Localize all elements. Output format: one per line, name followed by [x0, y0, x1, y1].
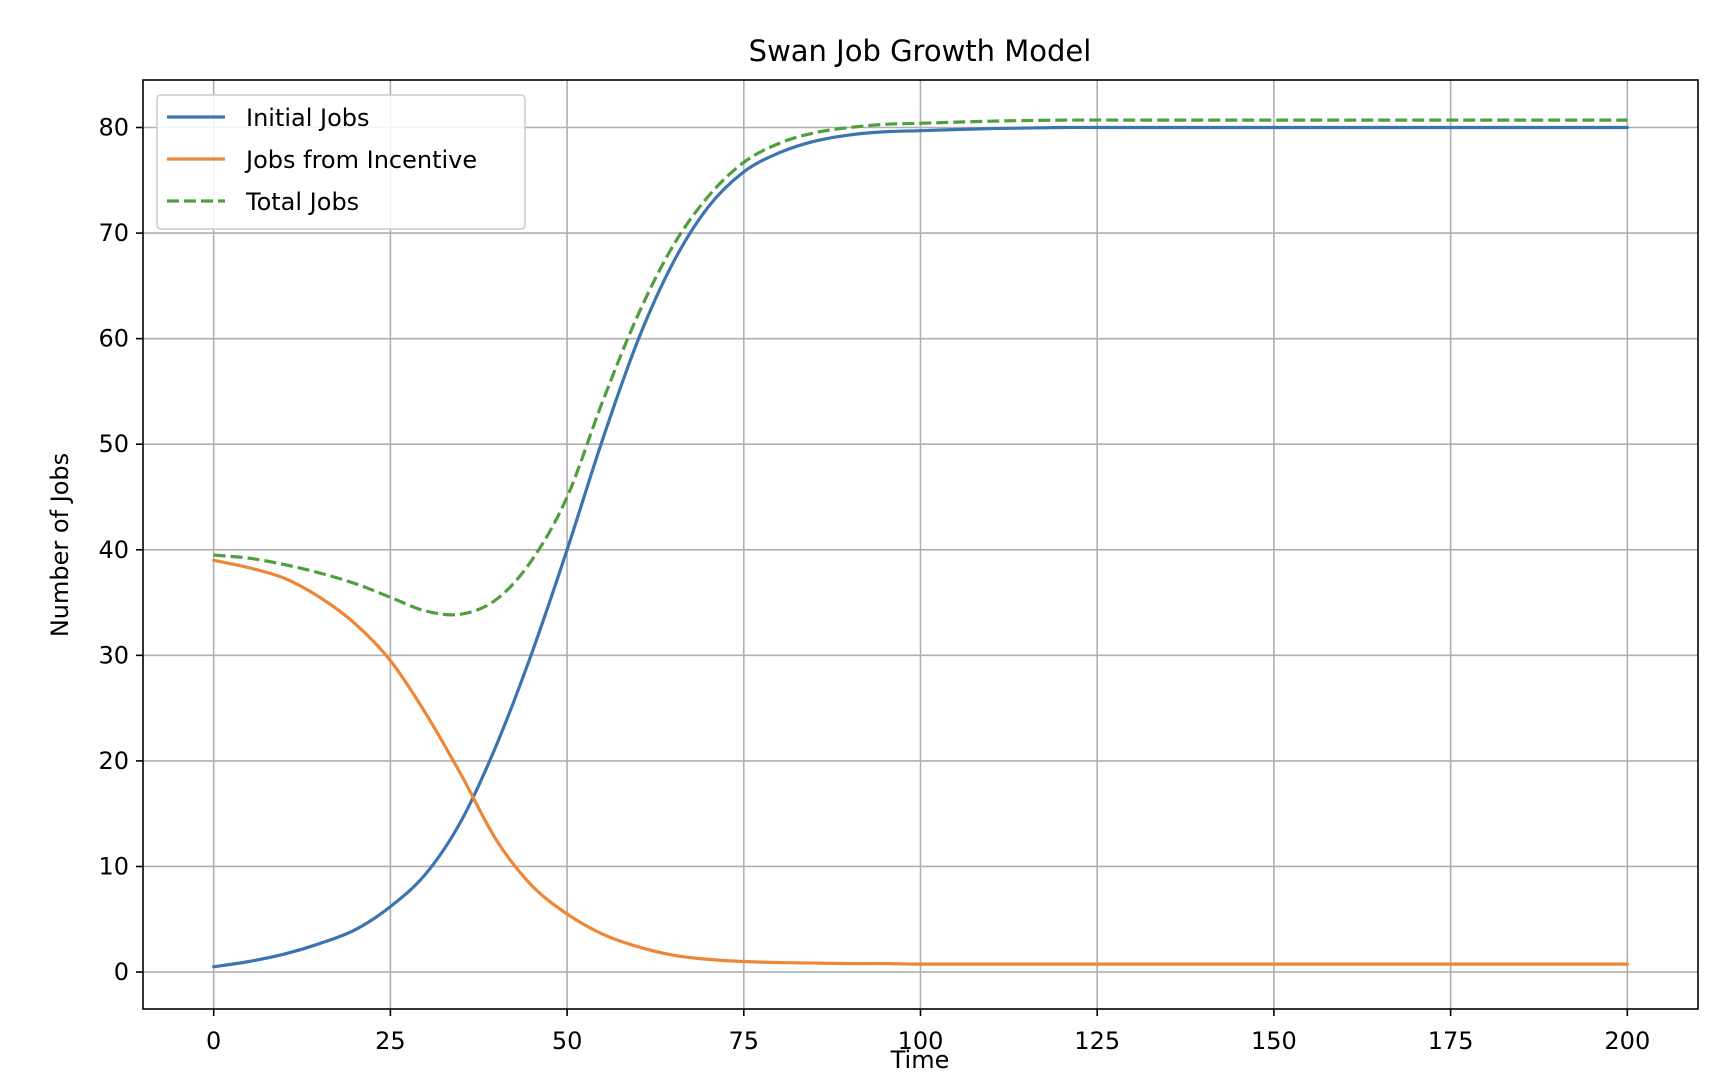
y-tick-label: 10 [98, 852, 129, 880]
chart-title: Swan Job Growth Model [749, 34, 1092, 68]
y-tick-label: 80 [98, 114, 129, 142]
y-axis-title: Number of Jobs [46, 453, 74, 637]
plot-series [212, 118, 1629, 969]
y-tick-label: 70 [98, 219, 129, 247]
y-tick-label: 0 [114, 958, 129, 986]
x-tick-label: 75 [729, 1027, 760, 1055]
x-tick-label: 100 [898, 1027, 944, 1055]
series-line-jobs-from-incentive [212, 558, 1629, 966]
x-tick-label: 25 [375, 1027, 406, 1055]
grid-lines [143, 80, 1698, 1009]
x-tick-label: 150 [1251, 1027, 1297, 1055]
axis-ticks: 0 25 50 75 100 125 150 175 200 0 10 20 30 40 50 60 70 80 [98, 114, 1650, 1055]
y-tick-label: 40 [98, 536, 129, 564]
series-line-initial-jobs [212, 125, 1629, 969]
y-tick-label: 50 [98, 430, 129, 458]
legend-box [156, 94, 526, 230]
legend-label-initial-jobs: Initial Jobs [246, 104, 370, 132]
legend-label-jobs-from-incentive: Jobs from Incentive [244, 146, 477, 174]
x-axis-title: Time [890, 1046, 950, 1074]
legend-label-total-jobs: Total Jobs [245, 188, 359, 216]
y-tick-label: 60 [98, 325, 129, 353]
x-tick-label: 125 [1074, 1027, 1120, 1055]
x-tick-label: 200 [1604, 1027, 1650, 1055]
x-tick-label: 175 [1428, 1027, 1474, 1055]
x-tick-label: 50 [552, 1027, 583, 1055]
y-tick-label: 30 [98, 641, 129, 669]
x-tick-label: 0 [206, 1027, 221, 1055]
series-line-total-jobs [213, 118, 1628, 617]
y-tick-label: 20 [98, 747, 129, 775]
legend: Initial Jobs Jobs from Incentive Total Job… [156, 94, 526, 230]
